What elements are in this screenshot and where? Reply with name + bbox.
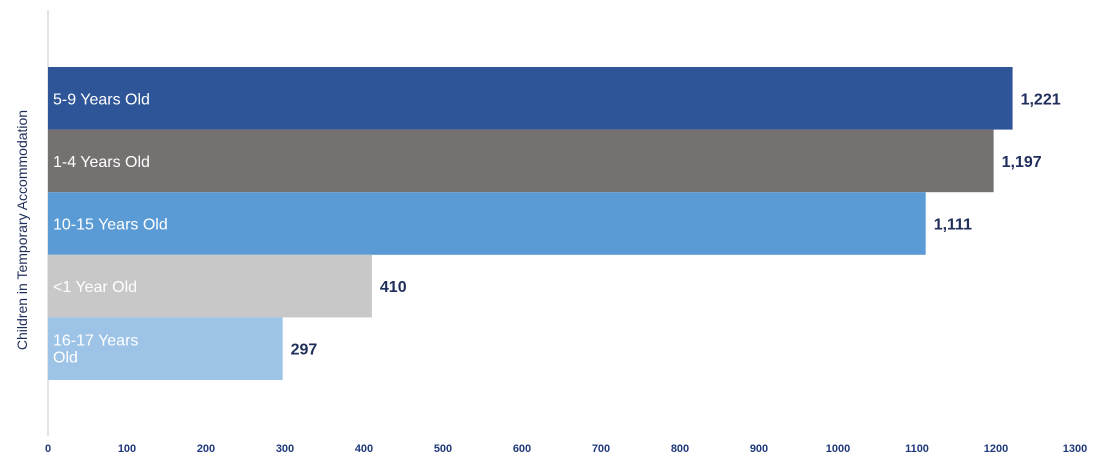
bar	[48, 317, 283, 380]
x-tick-label: 800	[671, 443, 689, 455]
bar	[48, 129, 994, 193]
bar-category-label-line: <1 Year Old	[53, 279, 137, 296]
x-tick-label: 300	[276, 443, 294, 455]
bar-value-label: 1,111	[934, 217, 972, 234]
bar-category-label: <1 Year Old	[53, 279, 137, 296]
bar-category-label-line: 10-15 Years Old	[53, 217, 168, 234]
x-tick-label: 400	[355, 443, 373, 455]
x-tick-label: 500	[434, 443, 452, 455]
bar-category-label-line: 16-17 Years	[53, 333, 138, 350]
bar-category-label-line: Old	[53, 350, 78, 367]
x-tick-label: 200	[197, 443, 215, 455]
bar-value-label: 1,221	[1021, 91, 1061, 108]
bar-category-label: 1-4 Years Old	[53, 154, 150, 171]
x-tick-label: 100	[118, 443, 136, 455]
x-tick-label: 1100	[905, 443, 929, 455]
bar-value-label: 297	[291, 342, 318, 359]
bar	[48, 254, 372, 318]
bar	[48, 67, 1013, 130]
x-tick-label: 600	[513, 443, 531, 455]
x-tick-label: 900	[750, 443, 768, 455]
bar-category-label: 10-15 Years Old	[53, 217, 168, 234]
bar-category-label: 16-17 Years Old	[53, 333, 138, 367]
x-tick-label: 1200	[984, 443, 1008, 455]
bar	[48, 192, 926, 255]
x-tick-label: 700	[592, 443, 610, 455]
bar-category-label-line: 5-9 Years Old	[53, 91, 150, 108]
x-tick-label: 0	[45, 443, 51, 455]
bar-value-label: 410	[380, 279, 407, 296]
x-tick-label: 1000	[826, 443, 850, 455]
bar-value-label: 1,197	[1002, 154, 1042, 171]
bar-category-label-line: 1-4 Years Old	[53, 154, 150, 171]
x-tick-label: 1300	[1063, 443, 1087, 455]
bar-category-label: 5-9 Years Old	[53, 91, 150, 108]
